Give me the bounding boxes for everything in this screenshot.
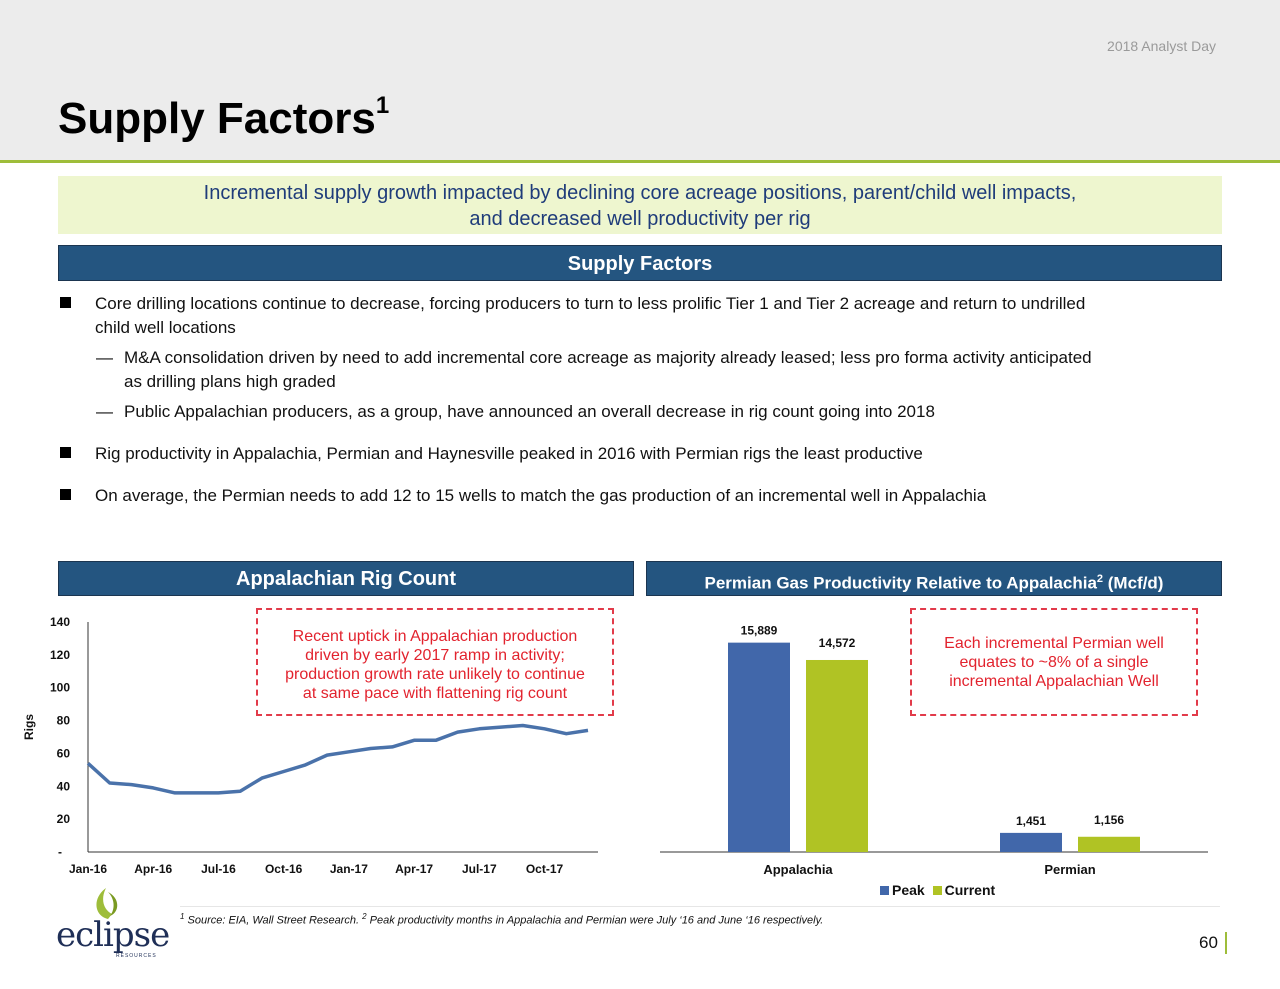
leaf-icon [96,888,118,919]
current-swatch-icon [932,886,942,895]
bar-value-label: 1,451 [1016,814,1046,828]
callout-line: at same pace with flattening rig count [302,685,568,702]
permian-productivity-heading: Permian Gas Productivity Relative to App… [646,561,1222,596]
footnote-marker: 1 [180,912,185,921]
callout-line: Each incremental Permian well [944,635,1164,652]
header-divider [0,160,1280,163]
bullet-text: Core drilling locations continue to decr… [95,294,1086,313]
bar-value-label: 1,156 [1094,813,1124,827]
callout-line: equates to ~8% of a single [959,654,1149,671]
legend-peak: Peak [892,882,925,898]
bullet-core-locations: Core drilling locations continue to decr… [58,292,1238,340]
title-footnote-marker: 1 [375,92,390,120]
banner-line-2: and decreased well productivity per rig [469,208,811,230]
banner-line-1: Incremental supply growth impacted by de… [203,182,1077,204]
rig-count-series-line [86,723,589,795]
peak-bar [728,642,790,852]
x-tick-label: Jul-17 [462,862,497,876]
bullet-text: Rig productivity in Appalachia, Permian … [95,444,923,463]
x-tick-label: Apr-16 [134,862,172,876]
supply-factors-heading: Supply Factors [58,245,1222,281]
x-tick-label: Oct-16 [265,862,303,876]
category-label: Appalachia [763,862,833,877]
peak-bar [1000,832,1062,852]
bullet-permian-wells: On average, the Permian needs to add 12 … [58,484,1238,508]
footnote-text: Peak productivity months in Appalachia a… [366,914,824,927]
event-label: 2018 Analyst Day [1107,38,1216,54]
rig-count-heading: Appalachian Rig Count [58,561,634,596]
y-tick-label: 120 [50,648,70,662]
footnote: 1 Source: EIA, Wall Street Research. 2 P… [180,912,823,927]
y-tick-label: 60 [57,746,71,760]
sub-bullet-text: M&A consolidation driven by need to add … [124,348,1092,367]
y-tick-label: 140 [50,615,70,629]
bullet-text: On average, the Permian needs to add 12 … [95,486,987,505]
header-band [0,0,1280,160]
x-tick-label: Jan-16 [69,862,107,876]
sub-bullet-public-producers: — Public Appalachian producers, as a gro… [58,400,1238,424]
bullet-rig-productivity: Rig productivity in Appalachia, Permian … [58,442,1238,466]
bar-value-label: 15,889 [741,624,778,638]
sub-bullet-text: Public Appalachian producers, as a group… [124,402,935,421]
y-tick-label: 80 [57,714,71,728]
legend-current: Current [944,882,996,898]
y-tick-label: 20 [57,812,71,826]
supply-bullets: Core drilling locations continue to decr… [58,292,1238,508]
summary-banner: Incremental supply growth impacted by de… [58,176,1222,234]
logo-wordmark: eclipse [56,915,170,955]
dash-bullet-icon: — [96,402,113,421]
page-number: 60 [1199,933,1218,952]
logo-subtitle: RESOURCES [116,953,157,959]
x-tick-label: Apr-17 [395,862,433,876]
rig-count-callout: Recent uptick in Appalachian production … [256,608,614,716]
permian-callout: Each incremental Permian well equates to… [910,608,1198,716]
permian-heading-unit: (Mcf/d) [1103,573,1164,593]
footnote-marker: 2 [362,912,367,921]
callout-line: production growth rate unlikely to conti… [285,666,585,683]
square-bullet-icon [60,489,71,500]
callout-line: Recent uptick in Appalachian production [292,628,578,645]
permian-heading-text: Permian Gas Productivity Relative to App… [704,573,1097,593]
company-logo: eclipse RESOURCES [50,886,180,966]
callout-line: incremental Appalachian Well [949,673,1159,690]
category-label: Permian [1044,862,1095,877]
peak-swatch-icon [880,886,889,895]
sub-bullet-mna: — M&A consolidation driven by need to ad… [58,346,1238,394]
x-tick-label: Jul-16 [201,862,236,876]
bar-chart-legend: Peak Current [880,882,995,898]
footnote-divider [180,906,1220,907]
x-tick-label: Oct-17 [526,862,564,876]
current-bar [806,659,868,852]
x-tick-label: Jan-17 [330,862,368,876]
bar-value-label: 14,572 [819,636,856,650]
rigs-axis-label: Rigs [22,713,36,740]
square-bullet-icon [60,297,71,308]
y-tick-label: 100 [50,681,70,695]
permian-productivity-chart: Appalachia 15,889 14,572 Permian 1,451 1,156 [660,624,1208,877]
permian-heading-footnote-marker: 2 [1096,573,1104,585]
sub-bullet-text: as drilling plans high graded [124,372,336,391]
page-number-accent [1225,932,1227,954]
y-tick-label: 40 [57,779,71,793]
current-bar [1078,836,1140,852]
page-title-text: Supply Factors [58,94,376,143]
bullet-text: child well locations [95,318,236,337]
footnote-text: Source: EIA, Wall Street Research. [184,914,363,927]
rig-count-chart: - 20 40 60 80 100 120 140 Jan-16 Apr-16 Jul-16 Oct-… [50,615,598,876]
y-tick-label: - [58,845,62,859]
square-bullet-icon [60,447,71,458]
dash-bullet-icon: — [96,348,113,367]
page-title: Supply Factors1 [58,92,390,144]
callout-line: driven by early 2017 ramp in activity; [305,647,565,664]
